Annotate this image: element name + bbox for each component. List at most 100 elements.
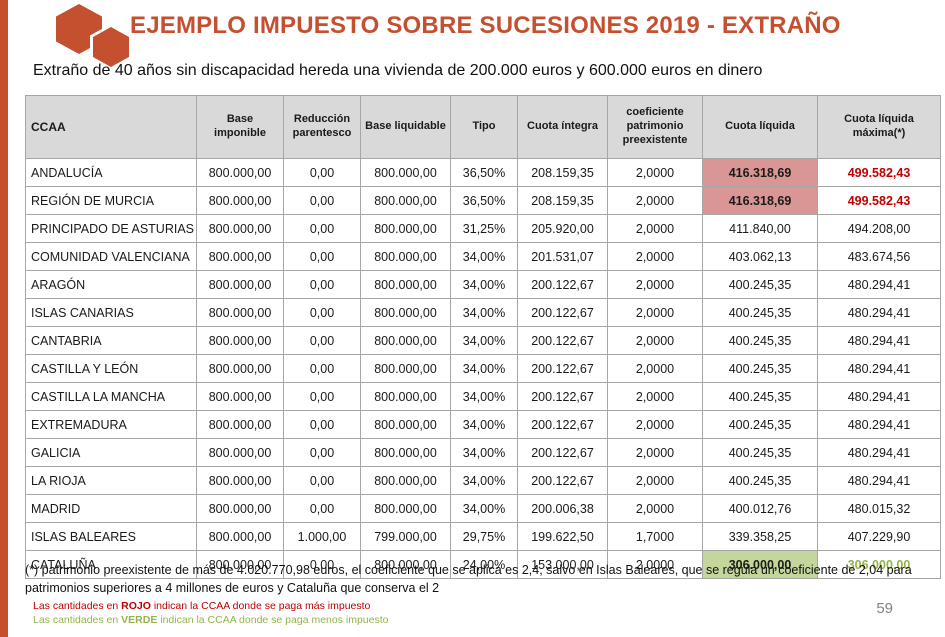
cell-base-liquidable: 800.000,00 [360, 494, 451, 523]
cell-reduccion: 0,00 [283, 186, 361, 215]
cell-ccaa: CATALUÑA [25, 550, 197, 579]
page-number: 59 [876, 600, 893, 617]
cell-ccaa: EXTREMADURA [25, 410, 197, 439]
table-row: CANTABRIA 800.000,00 0,00 800.000,00 34,00% 2… [25, 326, 941, 355]
cell-cuota-integra: 200.122,67 [517, 298, 608, 327]
cell-base-imponible: 800.000,00 [196, 298, 284, 327]
cell-cuota-liquida: 400.245,35 [702, 466, 818, 495]
cell-ccaa: CASTILLA Y LEÓN [25, 354, 197, 383]
cell-cuota-integra: 200.122,67 [517, 410, 608, 439]
cell-cuota-liquida: 400.245,35 [702, 438, 818, 467]
legend-green-line: Las cantidades en VERDE indican la CCAA … [33, 614, 389, 626]
cell-cuota-maxima: 480.294,41 [817, 466, 941, 495]
legend-red-keyword: ROJO [121, 600, 151, 612]
cell-cuota-maxima: 483.674,56 [817, 242, 941, 271]
hexagon-small-icon [93, 27, 129, 67]
cell-tipo: 36,50% [450, 158, 518, 187]
cell-base-liquidable: 800.000,00 [360, 298, 451, 327]
cell-cuota-integra: 200.122,67 [517, 438, 608, 467]
cell-tipo: 29,75% [450, 522, 518, 551]
cell-base-imponible: 800.000,00 [196, 242, 284, 271]
cell-base-liquidable: 800.000,00 [360, 466, 451, 495]
table-body: ANDALUCÍA 800.000,00 0,00 800.000,00 36,50% 2… [25, 158, 941, 579]
table-header-row: CCAA Base imponible Reducción parentesco… [25, 95, 941, 159]
cell-tipo: 34,00% [450, 298, 518, 327]
cell-cuota-maxima: 480.294,41 [817, 270, 941, 299]
cell-cuota-liquida: 411.840,00 [702, 214, 818, 243]
header-cuota-liquida: Cuota líquida [702, 95, 818, 159]
cell-tipo: 34,00% [450, 466, 518, 495]
cell-reduccion: 0,00 [283, 466, 361, 495]
cell-cuota-liquida: 339.358,25 [702, 522, 818, 551]
table-row: COMUNIDAD VALENCIANA 800.000,00 0,00 800.00… [25, 242, 941, 271]
cell-ccaa: ARAGÓN [25, 270, 197, 299]
cell-coeficiente: 2,0000 [607, 326, 703, 355]
cell-tipo: 34,00% [450, 382, 518, 411]
cell-cuota-integra: 208.159,35 [517, 186, 608, 215]
header-tipo: Tipo [450, 95, 518, 159]
cell-reduccion: 0,00 [283, 382, 361, 411]
cell-coeficiente: 2,0000 [607, 550, 703, 579]
table-row: CATALUÑA 800.000,00 0,00 800.000,00 24,00% 15… [25, 550, 941, 579]
cell-reduccion: 0,00 [283, 354, 361, 383]
cell-base-imponible: 800.000,00 [196, 466, 284, 495]
cell-cuota-maxima: 480.294,41 [817, 298, 941, 327]
table-row: EXTREMADURA 800.000,00 0,00 800.000,00 34,00… [25, 410, 941, 439]
header-reduccion-parentesco: Reducción parentesco [283, 95, 361, 159]
header-base-liquidable: Base liquidable [360, 95, 451, 159]
cell-coeficiente: 2,0000 [607, 270, 703, 299]
cell-cuota-liquida: 400.245,35 [702, 382, 818, 411]
cell-base-liquidable: 800.000,00 [360, 186, 451, 215]
cell-cuota-integra: 200.122,67 [517, 326, 608, 355]
cell-cuota-liquida: 416.318,69 [702, 158, 818, 187]
legend-red-line: Las cantidades en ROJO indican la CCAA d… [33, 600, 371, 612]
cell-ccaa: LA RIOJA [25, 466, 197, 495]
cell-base-liquidable: 800.000,00 [360, 550, 451, 579]
cell-coeficiente: 2,0000 [607, 466, 703, 495]
cell-cuota-integra: 199.622,50 [517, 522, 608, 551]
cell-base-liquidable: 800.000,00 [360, 242, 451, 271]
cell-base-imponible: 800.000,00 [196, 550, 284, 579]
cell-coeficiente: 2,0000 [607, 410, 703, 439]
cell-base-imponible: 800.000,00 [196, 186, 284, 215]
cell-ccaa: CASTILLA LA MANCHA [25, 382, 197, 411]
cell-ccaa: PRINCIPADO DE ASTURIAS [25, 214, 197, 243]
table-row: CASTILLA LA MANCHA 800.000,00 0,00 800.000,… [25, 382, 941, 411]
cell-coeficiente: 2,0000 [607, 382, 703, 411]
cell-cuota-integra: 200.122,67 [517, 354, 608, 383]
cell-cuota-integra: 200.122,67 [517, 270, 608, 299]
cell-cuota-liquida: 400.245,35 [702, 354, 818, 383]
cell-ccaa: GALICIA [25, 438, 197, 467]
cell-cuota-liquida: 400.245,35 [702, 326, 818, 355]
slide-subtitle: Extraño de 40 años sin discapacidad here… [33, 62, 763, 79]
header-cuota-liquida-maxima: Cuota líquida máxima(*) [817, 95, 941, 159]
cell-coeficiente: 2,0000 [607, 186, 703, 215]
cell-base-liquidable: 800.000,00 [360, 270, 451, 299]
cell-base-imponible: 800.000,00 [196, 354, 284, 383]
cell-cuota-maxima: 480.015,32 [817, 494, 941, 523]
cell-reduccion: 1.000,00 [283, 522, 361, 551]
table-row: ISLAS BALEARES 800.000,00 1.000,00 799.000,… [25, 522, 941, 551]
legend-green-keyword: VERDE [121, 614, 158, 626]
cell-cuota-integra: 200.122,67 [517, 382, 608, 411]
cell-coeficiente: 2,0000 [607, 494, 703, 523]
table-row: ANDALUCÍA 800.000,00 0,00 800.000,00 36,50% 2… [25, 158, 941, 187]
table-row: ARAGÓN 800.000,00 0,00 800.000,00 34,00% 200.… [25, 270, 941, 299]
cell-coeficiente: 2,0000 [607, 438, 703, 467]
cell-cuota-liquida: 306.000,00 [702, 550, 818, 579]
cell-reduccion: 0,00 [283, 158, 361, 187]
footnote: (*) patrimonio preexistente de más de 4.… [25, 563, 912, 596]
cell-cuota-integra: 200.006,38 [517, 494, 608, 523]
cell-cuota-maxima: 480.294,41 [817, 410, 941, 439]
cell-tipo: 34,00% [450, 410, 518, 439]
page-title: EJEMPLO IMPUESTO SOBRE SUCESIONES 2019 -… [130, 12, 841, 39]
cell-cuota-liquida: 416.318,69 [702, 186, 818, 215]
cell-cuota-maxima: 480.294,41 [817, 326, 941, 355]
cell-base-imponible: 800.000,00 [196, 270, 284, 299]
cell-tipo: 34,00% [450, 270, 518, 299]
cell-base-liquidable: 800.000,00 [360, 438, 451, 467]
cell-cuota-integra: 200.122,67 [517, 466, 608, 495]
cell-base-imponible: 800.000,00 [196, 158, 284, 187]
cell-ccaa: ISLAS BALEARES [25, 522, 197, 551]
cell-cuota-maxima: 407.229,90 [817, 522, 941, 551]
